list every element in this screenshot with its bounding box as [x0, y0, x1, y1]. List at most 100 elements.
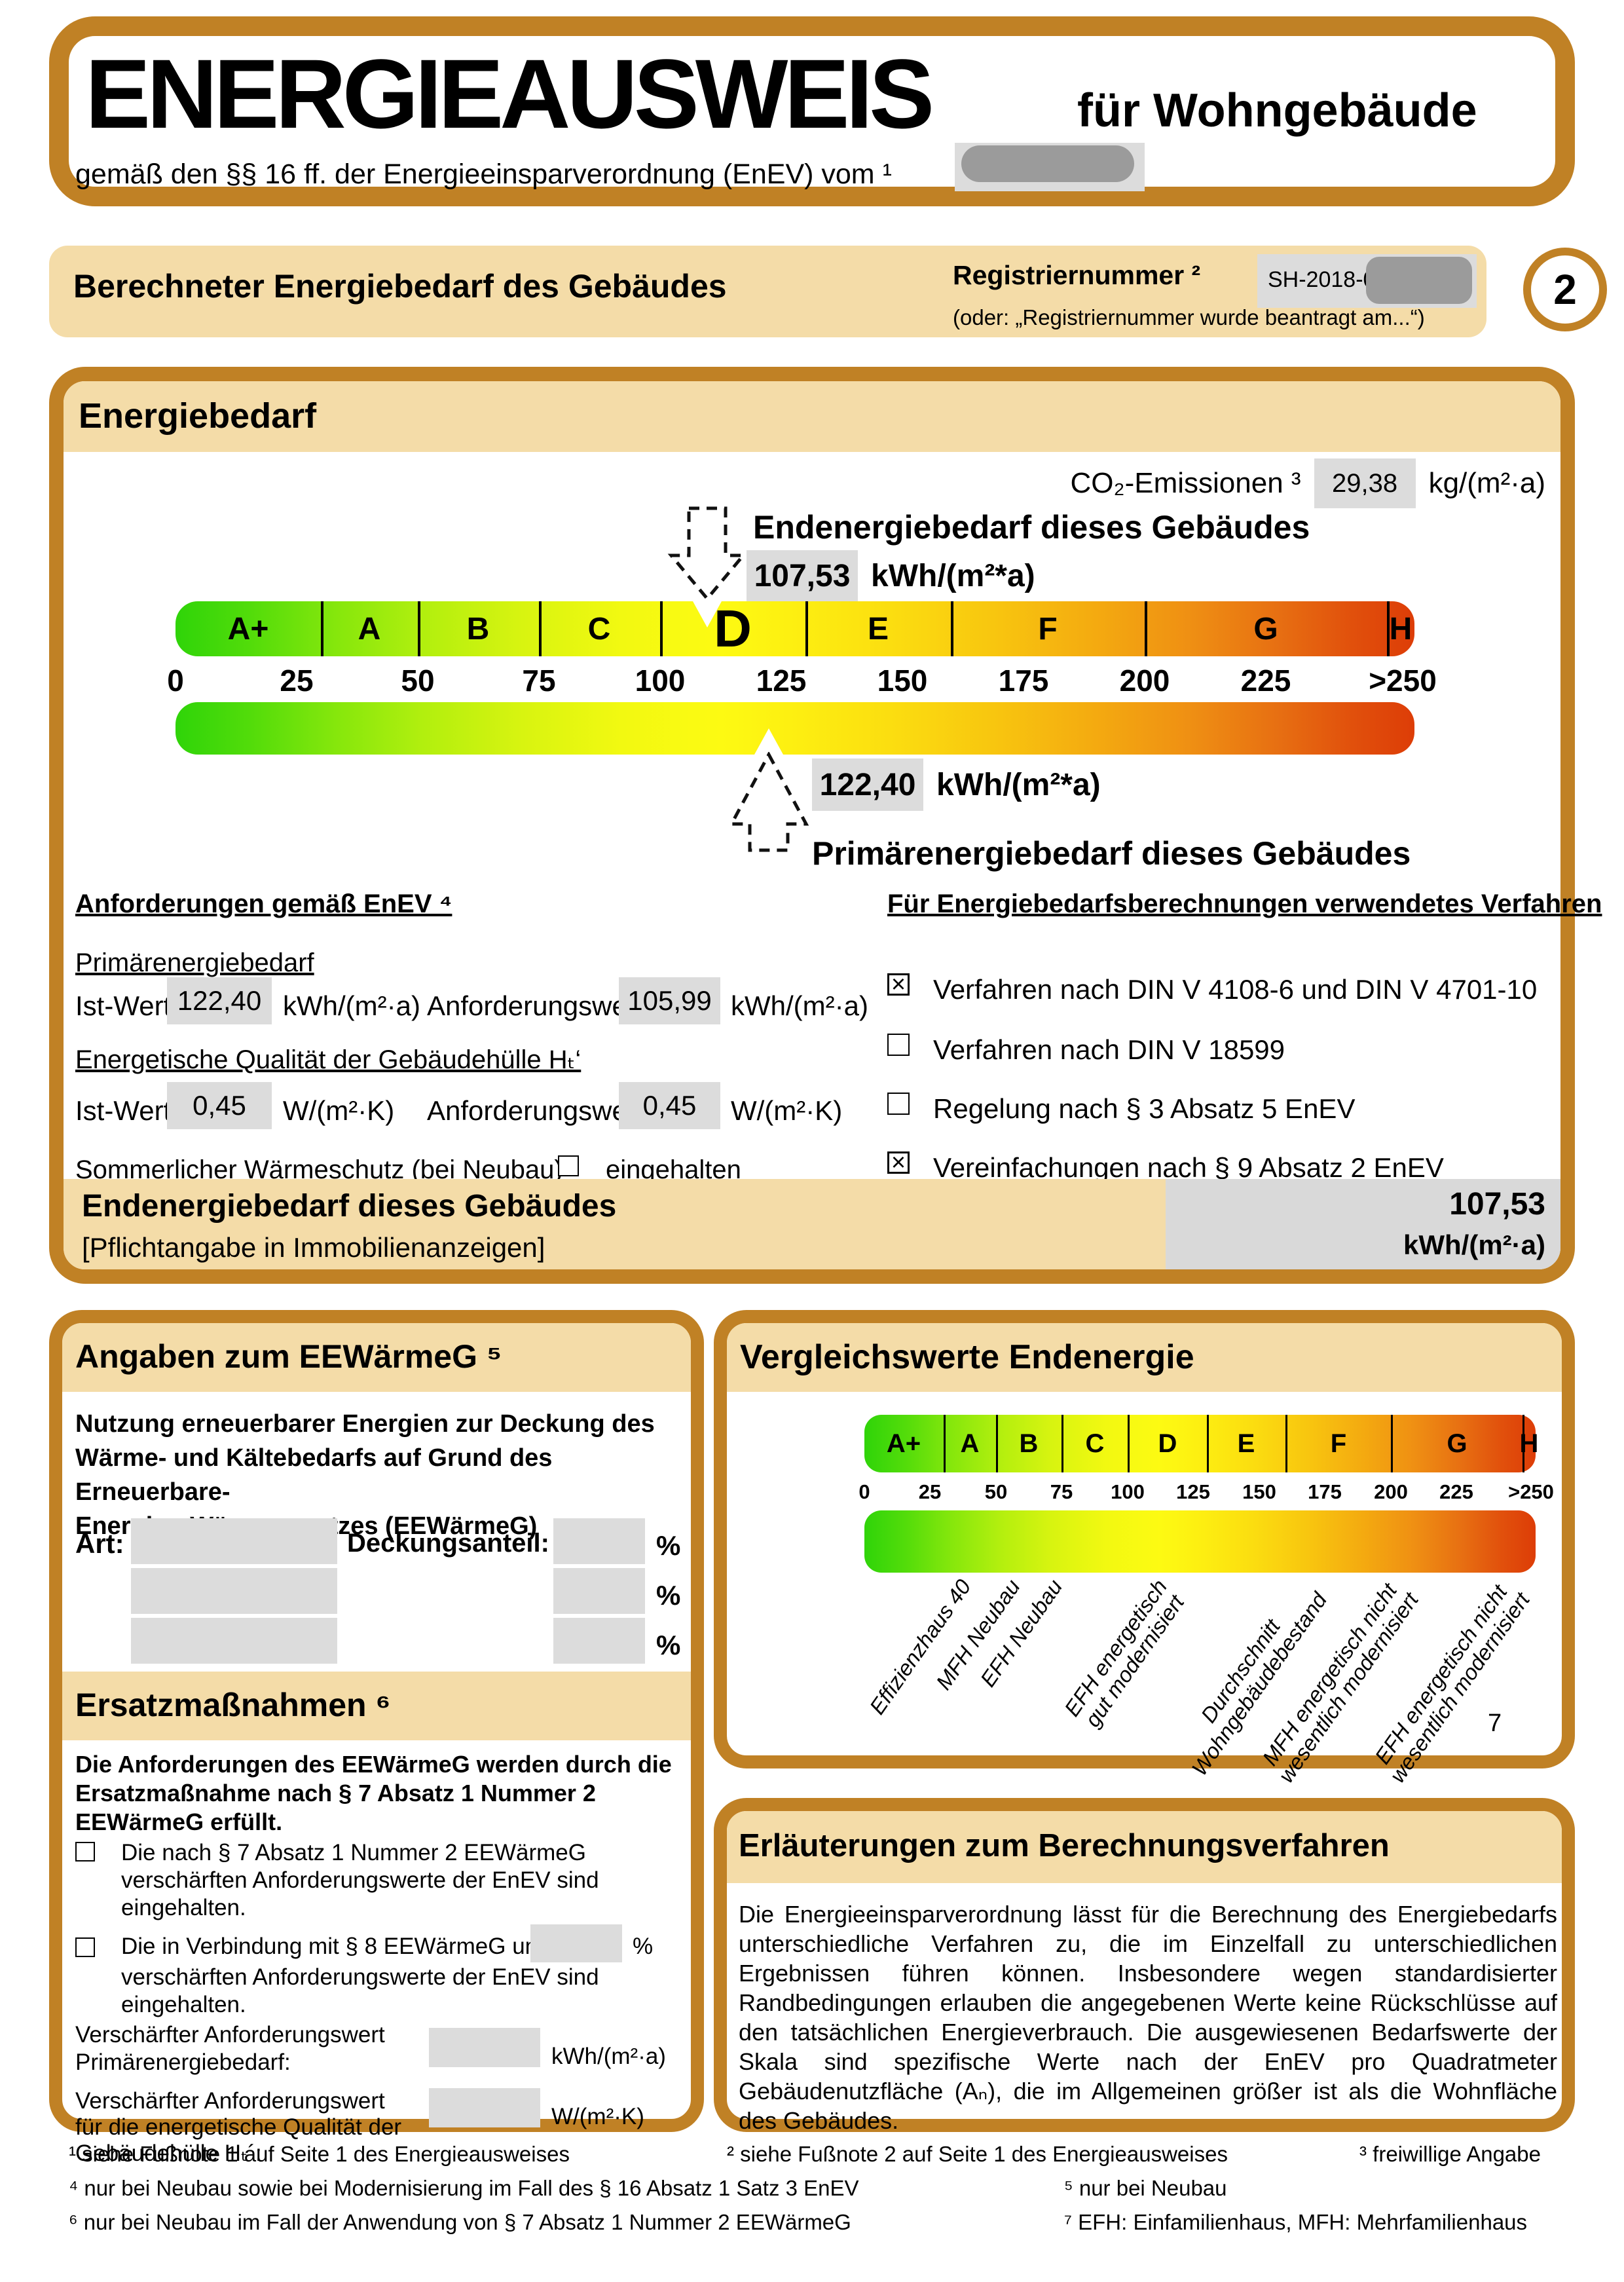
scale-tick: >250: [1369, 664, 1437, 698]
endenergie-band-unit: kWh/(m²·a): [1403, 1229, 1545, 1260]
scale-letter-g: G: [1253, 611, 1278, 646]
verfahren-checkbox-1[interactable]: ×: [887, 973, 910, 996]
art-input-1[interactable]: [131, 1518, 337, 1564]
scale-tick: 0: [167, 664, 184, 698]
scale-separator: [951, 601, 953, 656]
primary-unit: kWh/(m²*a): [936, 767, 1101, 802]
down-arrow-icon: [667, 506, 747, 601]
energiebedarf-title: Energiebedarf: [79, 396, 317, 436]
page-title-suffix: für Wohngebäude: [1077, 84, 1477, 137]
verfahren-checkbox-4[interactable]: ×: [887, 1151, 910, 1174]
deckung-input-2[interactable]: [553, 1568, 645, 1614]
scale-tick: 75: [522, 664, 556, 698]
primary-scale-bar: [175, 702, 1414, 755]
ersatz-item-2-post: verschärften Anforderungswerte der EnEV …: [121, 1964, 599, 2017]
eewaermeg-title: Angaben zum EEWärmeG ⁵: [75, 1338, 502, 1375]
vergleich-letter-g: G: [1447, 1429, 1467, 1458]
vergleich-tick: 150: [1242, 1480, 1276, 1503]
versch1-unit: kWh/(m²·a): [551, 2044, 666, 2069]
verfahren-checkbox-3[interactable]: [887, 1093, 910, 1115]
energy-scale-bar: [175, 601, 1414, 656]
art-input-2[interactable]: [131, 1568, 337, 1614]
deckung-input-3[interactable]: [553, 1618, 645, 1664]
row1-ist-label: Ist-Wert: [75, 990, 172, 1021]
vergleich-separator: [1285, 1415, 1287, 1472]
co2-label: CO₂-Emissionen ³: [1070, 467, 1301, 499]
percent-sign-2: %: [656, 1580, 681, 1611]
co2-unit: kg/(m²·a): [1428, 467, 1545, 499]
primary-marker-notch: [754, 728, 783, 755]
endenergie-label: Endenergiebedarf dieses Gebäudes: [753, 509, 1310, 546]
vergleich-footnote-ref: 7: [1488, 1710, 1502, 1737]
vergleich-separator: [1207, 1415, 1209, 1472]
huelle-group-label: Energetische Qualität der Gebäudehülle H…: [75, 1045, 581, 1074]
registration-redaction-blob: [1366, 257, 1472, 304]
ersatz-item-1: Die nach § 7 Absatz 1 Nummer 2 EEWärmeG …: [121, 1840, 599, 1920]
footnote-5: ⁵ nur bei Neubau: [1064, 2176, 1227, 2200]
vergleich-separator: [1128, 1415, 1130, 1472]
energiebedarf-panel: [49, 367, 1575, 1284]
endenergie-band-value-box: [1166, 1179, 1560, 1269]
row2-ist-unit: W/(m²·K): [283, 1095, 395, 1126]
registration-label: Registriernummer ²: [953, 260, 1201, 290]
page-title: ENERGIEAUSWEIS: [85, 39, 934, 149]
footnote-3: ³ freiwillige Angabe: [1359, 2142, 1541, 2166]
scale-tick: 125: [756, 664, 807, 698]
sommer-checkbox[interactable]: [558, 1155, 579, 1176]
anforderungen-heading: Anforderungen gemäß EnEV ⁴: [75, 889, 452, 918]
ersatzmassnahmen-title: Ersatzmaßnahmen ⁶: [75, 1687, 391, 1723]
ersatz-item-2-input[interactable]: [530, 1924, 622, 1962]
scale-separator: [418, 601, 420, 656]
primaer-group-label: Primärenergiebedarf: [75, 948, 314, 977]
endenergie-marker-notch: [693, 601, 722, 627]
vergleich-separator: [996, 1415, 998, 1472]
scale-letter-a: A: [358, 611, 381, 646]
verfahren-label-2: Verfahren nach DIN V 18599: [933, 1034, 1285, 1065]
scale-tick: 100: [635, 664, 686, 698]
vergleich-tick: >250: [1508, 1480, 1554, 1503]
versch2-input[interactable]: [429, 2088, 540, 2127]
endenergie-value-box: 107,53: [747, 550, 858, 601]
erlaeuterungen-body: Die Energieeinsparverordnung lässt für d…: [739, 1901, 1557, 2134]
scale-letter-b: B: [466, 611, 490, 646]
title-box: [49, 16, 1575, 206]
versch1-input[interactable]: [429, 2028, 540, 2067]
endenergie-band-title: Endenergiebedarf dieses Gebäudes: [82, 1189, 617, 1224]
section-bar-title: Berechneter Energiebedarf des Gebäudes: [73, 268, 727, 305]
page-number-badge: 2: [1523, 248, 1607, 331]
endenergie-value-row: 107,53 kWh/(m²*a): [747, 550, 1035, 601]
scale-letter-c: C: [587, 611, 611, 646]
vergleich-letter-a: A: [960, 1429, 980, 1458]
vergleich-letter-e: E: [1237, 1429, 1255, 1458]
row1-anf-unit: kWh/(m²·a): [731, 990, 868, 1021]
deckung-input-1[interactable]: [553, 1518, 645, 1564]
co2-value: 29,38: [1332, 468, 1398, 498]
deckungsanteil-label: Deckungsanteil:: [347, 1529, 549, 1558]
scale-separator: [321, 601, 323, 656]
verfahren-checkbox-2[interactable]: [887, 1034, 910, 1056]
vergleich-tick: 175: [1308, 1480, 1342, 1503]
ersatz-checkbox-1[interactable]: [75, 1842, 95, 1861]
verfahren-label-1: Verfahren nach DIN V 4108-6 und DIN V 47…: [933, 974, 1538, 1005]
vergleich-letter-h: H: [1519, 1429, 1539, 1458]
scale-letter-h: H: [1389, 611, 1412, 646]
row2-ist-value: 0,45: [193, 1090, 246, 1121]
vergleich-tick: 75: [1050, 1480, 1073, 1503]
scale-separator: [539, 601, 542, 656]
eewaermeg-header-band: [62, 1323, 691, 1392]
energiebedarf-header-band: [64, 381, 1560, 452]
row2-ist-label: Ist-Wert: [75, 1095, 172, 1126]
scale-tick: 200: [1119, 664, 1170, 698]
up-arrow-icon: [728, 752, 809, 852]
ersatz-checkbox-2[interactable]: [75, 1937, 95, 1957]
scale-letter-f: F: [1038, 611, 1058, 646]
vergleich-letter-b: B: [1019, 1429, 1039, 1458]
scale-tick: 150: [877, 664, 928, 698]
primary-value-box: 122,40: [812, 758, 923, 811]
vergleich-tick: 25: [918, 1480, 942, 1503]
art-input-3[interactable]: [131, 1618, 337, 1664]
erlaeuterungen-header-band: [727, 1811, 1562, 1883]
vergleichswerte-title: Vergleichswerte Endenergie: [740, 1338, 1194, 1376]
vergleich-separator: [1061, 1415, 1063, 1472]
percent-sign-3: %: [656, 1630, 681, 1660]
